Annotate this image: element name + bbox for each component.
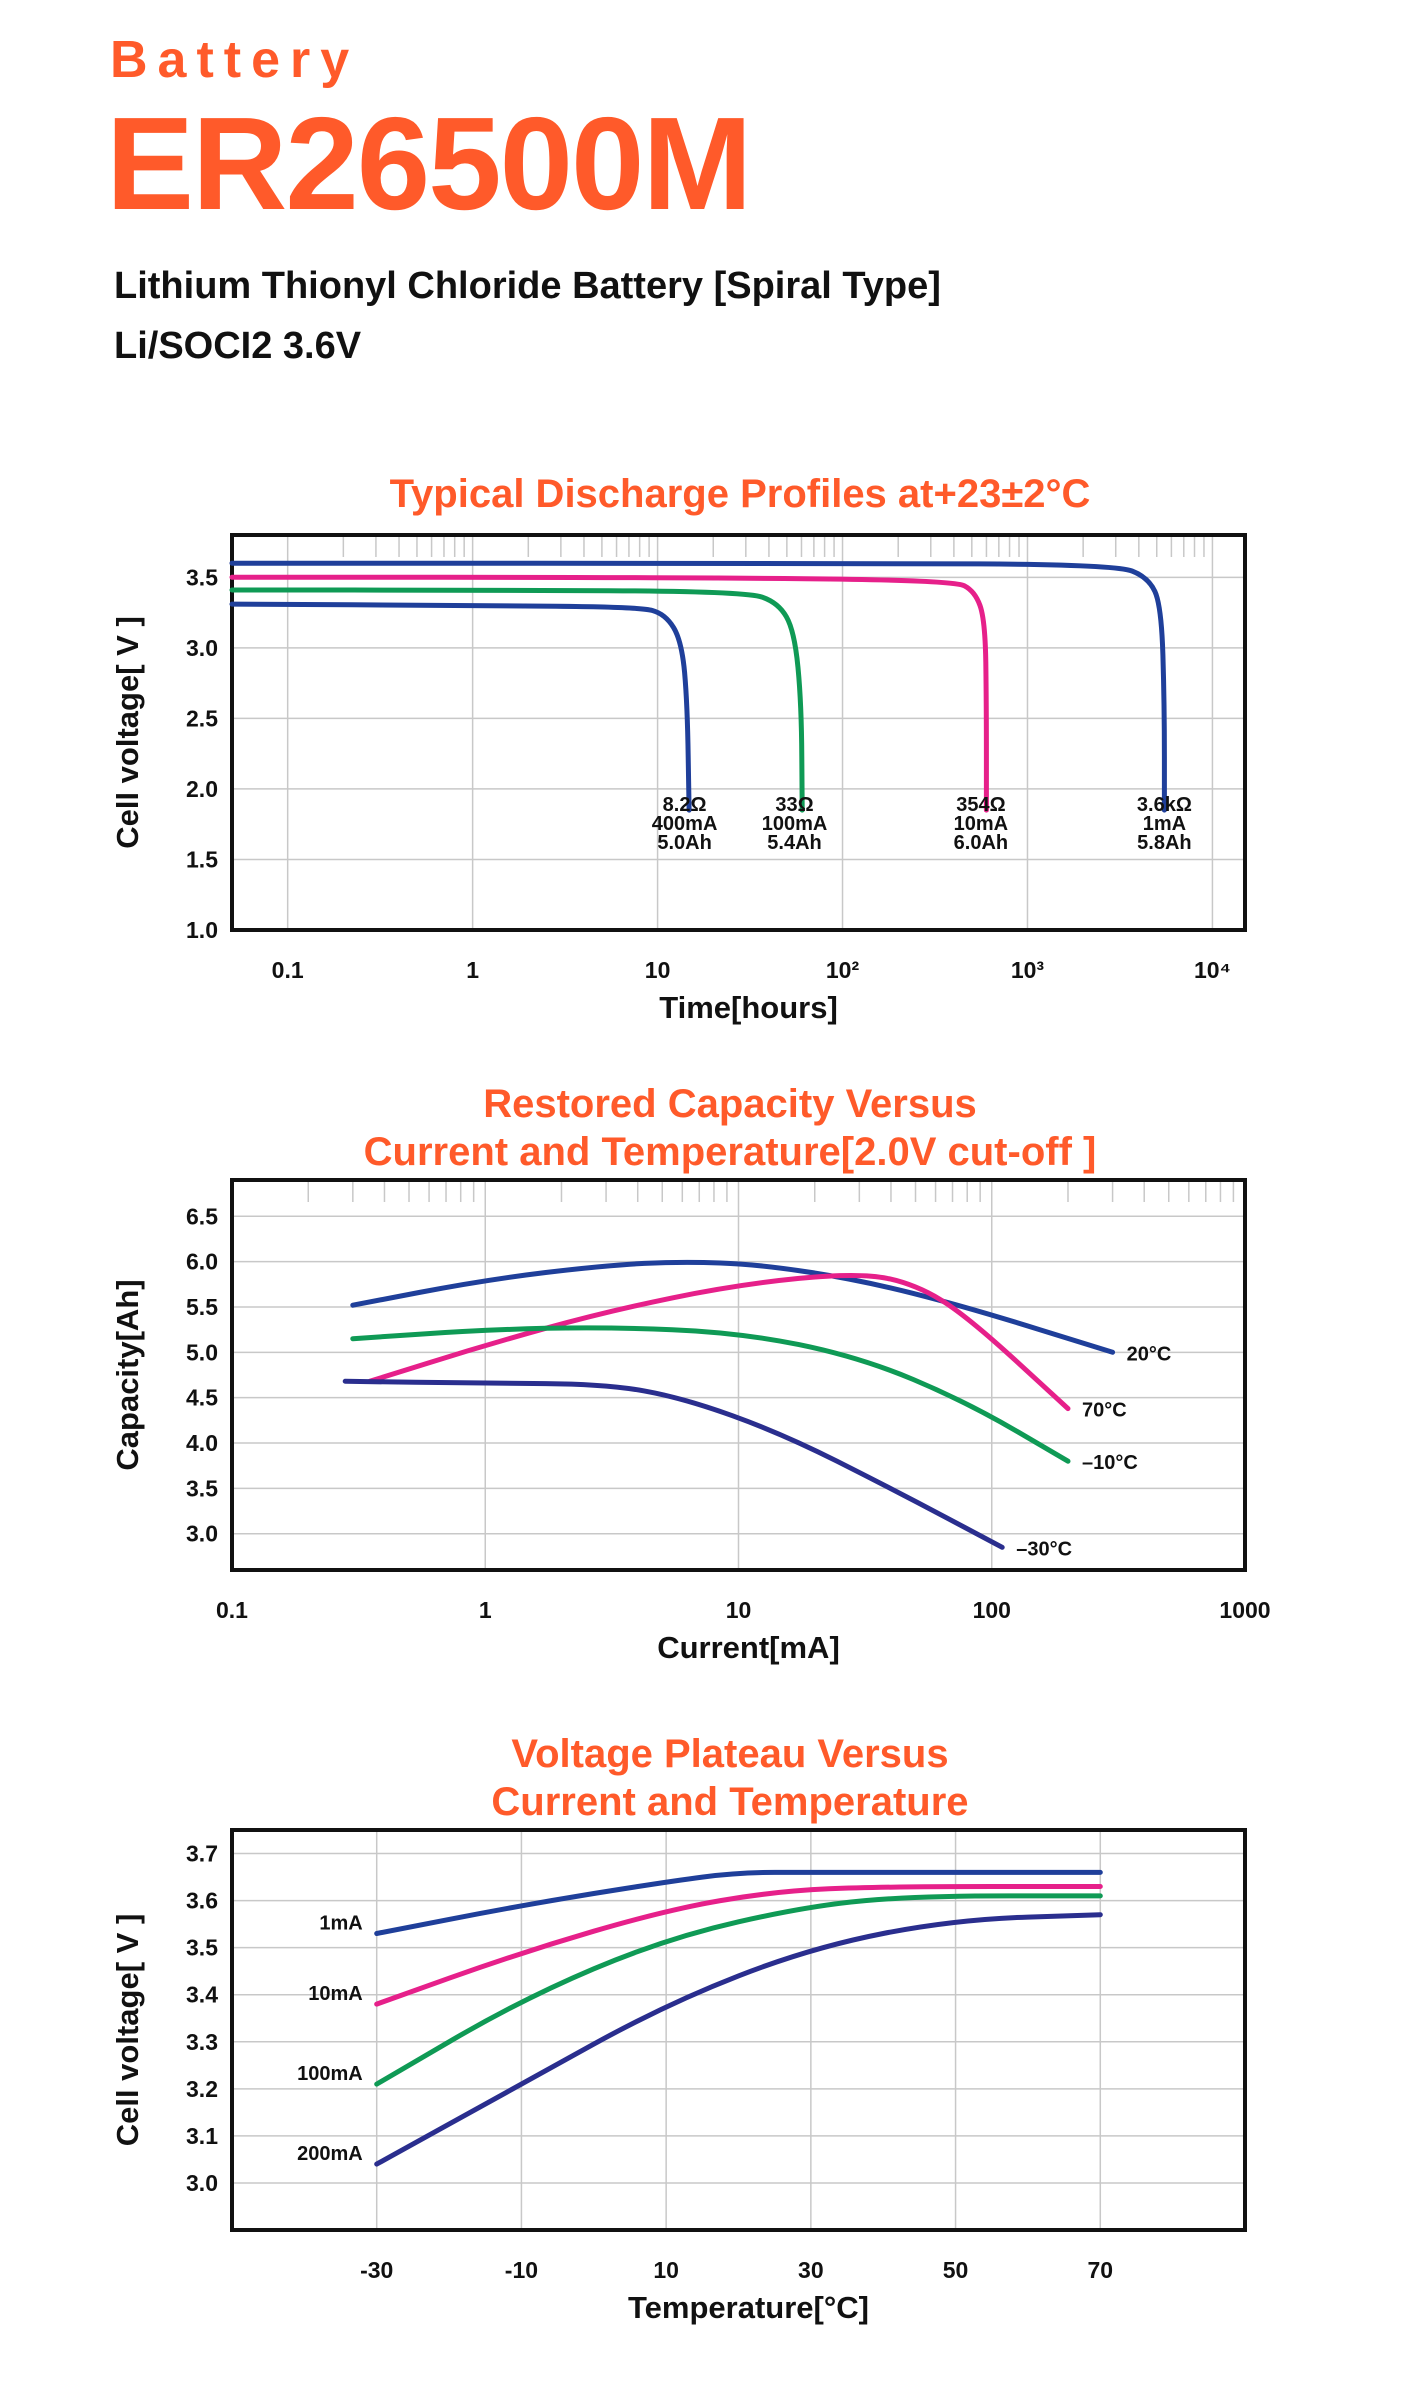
series-line — [367, 1272, 1071, 1412]
curve-annotation: 6.0Ah — [954, 832, 1008, 854]
y-tick-label: 3.0 — [186, 2170, 218, 2196]
y-tick-label: 3.4 — [186, 1982, 218, 2008]
y-tick-label: 3.6 — [186, 1888, 218, 1914]
y-tick-label: 5.5 — [186, 1294, 218, 1320]
x-tick-label: 10⁴ — [1194, 957, 1231, 983]
x-tick-label: 10 — [653, 2257, 679, 2283]
y-tick-label: 3.1 — [186, 2123, 218, 2149]
series-line — [350, 1325, 1071, 1464]
plot-frame — [230, 1828, 1247, 2232]
series-line — [374, 1893, 1103, 2087]
title-line: Voltage Plateau Versus — [511, 1732, 949, 1776]
y-axis-label: Capacity[Ah] — [110, 1279, 145, 1470]
y-tick-label: 2.5 — [186, 705, 218, 731]
y-axis-label: Cell voltage[ V ] — [110, 616, 145, 849]
series-label: –10°C — [1082, 1452, 1138, 1474]
discharge-profiles-chart: 0.1 1 10 10² 10³ 10⁴ 1.0 1.5 2.0 2.5 3.0 3.5 Time[ho… — [110, 533, 1247, 1025]
title-line: Restored Capacity Versus — [483, 1082, 977, 1126]
model-title: ER26500M — [106, 90, 752, 237]
x-tick-label: 1 — [479, 1597, 492, 1623]
curve-annotation: 400mA — [652, 813, 718, 835]
x-tick-label: 50 — [943, 2257, 969, 2283]
y-tick-label: 3.5 — [186, 1475, 218, 1501]
y-tick-label: 2.0 — [186, 776, 218, 802]
series-label: 100mA — [297, 2063, 363, 2085]
y-tick-label: 3.0 — [186, 635, 218, 661]
voltage-plateau-chart: -30 -10 10 30 50 70 3.0 3.1 3.2 3.3 3.4 3.5 3.6 3.7 Te… — [110, 1828, 1247, 2325]
header-kicker: Battery — [110, 31, 360, 89]
y-tick-label: 6.0 — [186, 1249, 218, 1275]
curve-annotation: 5.4Ah — [767, 832, 821, 854]
plot-frame — [230, 533, 1247, 932]
chart3-title: Voltage Plateau Versus Current and Temper… — [0, 1730, 1419, 1826]
series-line — [229, 601, 692, 813]
series-line — [342, 1378, 1005, 1550]
title-line: Current and Temperature — [491, 1780, 969, 1824]
y-tick-label: 3.0 — [186, 1521, 218, 1547]
x-tick-label: 30 — [798, 2257, 824, 2283]
chart2-title-text: Restored Capacity Versus Current and Temp… — [0, 1080, 1419, 1176]
y-tick-label: 4.0 — [186, 1430, 218, 1456]
x-tick-label: 1000 — [1219, 1597, 1270, 1623]
y-tick-label: 1.5 — [186, 846, 218, 872]
y-tick-label: 1.0 — [186, 917, 218, 943]
y-tick-label: 6.5 — [186, 1203, 218, 1229]
y-tick-label: 4.5 — [186, 1385, 218, 1411]
y-tick-label: 3.3 — [186, 2029, 218, 2055]
curve-annotation: 1mA — [1143, 813, 1186, 835]
title-line: Current and Temperature[2.0V cut-off ] — [363, 1130, 1097, 1174]
curve-annotation: 3.6kΩ — [1137, 794, 1192, 816]
series-line — [229, 560, 1167, 813]
x-tick-label: 70 — [1087, 2257, 1113, 2283]
x-tick-label: 1 — [466, 957, 479, 983]
subtitle-voltage: Li/SOCI2 3.6V — [114, 325, 362, 367]
series-line — [350, 1259, 1116, 1355]
curve-annotation: 100mA — [762, 813, 828, 835]
series-line — [229, 574, 989, 813]
y-tick-label: 3.5 — [186, 564, 218, 590]
series-line — [374, 1884, 1103, 2007]
curve-annotation: 5.8Ah — [1137, 832, 1191, 854]
y-tick-label: 5.0 — [186, 1339, 218, 1365]
x-tick-label: 10² — [826, 957, 860, 983]
y-tick-label: 3.7 — [186, 1841, 218, 1867]
x-tick-label: 0.1 — [216, 1597, 248, 1623]
chart2-title: Restored Capacity Versus Current and Temp… — [0, 1080, 1419, 1176]
x-tick-label: -10 — [505, 2257, 538, 2283]
series-label: 1mA — [319, 1913, 362, 1935]
x-tick-label: 10³ — [1011, 957, 1045, 983]
y-tick-label: 3.5 — [186, 1935, 218, 1961]
curve-annotation: 8.2Ω — [663, 794, 707, 816]
series-label: 20°C — [1127, 1343, 1172, 1365]
series-label: 70°C — [1082, 1400, 1127, 1422]
curve-annotation: 5.0Ah — [657, 832, 711, 854]
chart3-title-text: Voltage Plateau Versus Current and Temper… — [0, 1730, 1419, 1826]
x-axis-label: Time[hours] — [659, 990, 838, 1025]
restored-capacity-chart: 0.1 1 10 100 1000 3.0 3.5 4.0 4.5 5.0 5.5 6.0 6.5 Cur… — [110, 1178, 1271, 1665]
curve-annotation: 354Ω — [956, 794, 1005, 816]
x-tick-label: 10 — [645, 957, 671, 983]
series-label: 10mA — [308, 1983, 362, 2005]
series-label: –30°C — [1016, 1538, 1072, 1560]
series-line — [374, 1869, 1103, 1936]
x-tick-label: -30 — [360, 2257, 393, 2283]
x-tick-label: 100 — [973, 1597, 1011, 1623]
x-axis-label: Temperature[°C] — [628, 2290, 869, 2325]
series-line — [374, 1912, 1103, 2167]
curve-annotation: 10mA — [954, 813, 1008, 835]
y-axis-label: Cell voltage[ V ] — [110, 1914, 145, 2147]
curve-annotation: 33Ω — [775, 794, 813, 816]
chart1-title: Typical Discharge Profiles at+23±2°C — [389, 472, 1091, 516]
x-tick-label: 0.1 — [272, 957, 304, 983]
y-tick-label: 3.2 — [186, 2076, 218, 2102]
series-label: 200mA — [297, 2143, 363, 2165]
x-tick-label: 10 — [726, 1597, 752, 1623]
subtitle-chemistry: Lithium Thionyl Chloride Battery [Spiral… — [114, 265, 941, 307]
plot-frame — [230, 1178, 1247, 1572]
x-axis-label: Current[mA] — [657, 1630, 840, 1665]
series-line — [229, 587, 805, 813]
